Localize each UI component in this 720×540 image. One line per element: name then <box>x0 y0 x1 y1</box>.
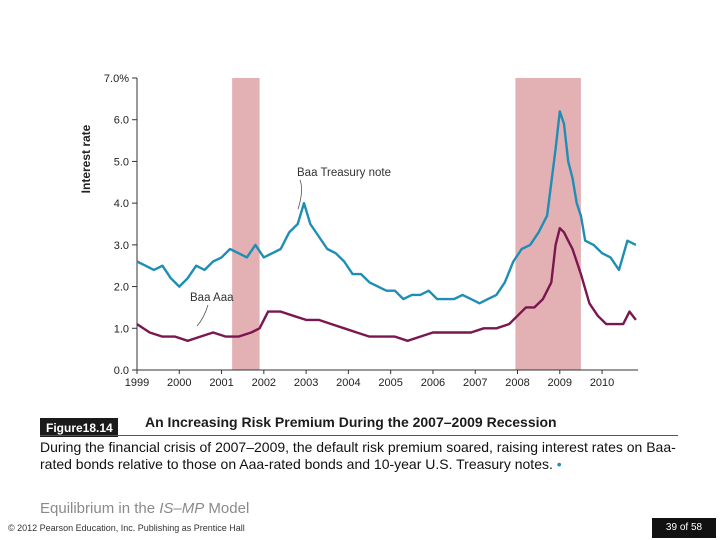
annotation-treasury: Baa Treasury note <box>297 167 391 179</box>
x-tick-label: 2002 <box>252 377 276 389</box>
x-tick-label: 2009 <box>548 377 572 389</box>
figure-divider <box>40 435 678 436</box>
x-tick-label: 2001 <box>209 377 233 389</box>
recession-bands <box>232 78 581 370</box>
figure-caption: During the financial crisis of 2007–2009… <box>40 439 690 473</box>
axes <box>132 77 638 374</box>
x-tick-label: 2004 <box>336 377 360 389</box>
recession-band-1 <box>232 78 260 370</box>
series-lines <box>136 110 637 342</box>
y-tick-label: 1.0 <box>114 323 129 335</box>
y-tick-label: 3.0 <box>114 240 129 252</box>
x-tick-label: 2008 <box>505 377 529 389</box>
annotation-treasury-pointer <box>297 179 302 210</box>
x-tick-label: 2005 <box>378 377 402 389</box>
tick-labels: 0.0 1.0 2.0 3.0 4.0 5.0 6.0 7.0% 1999 2000 2001 200… <box>79 73 614 389</box>
x-tick-label: 2003 <box>294 377 318 389</box>
annotation-aaa: Baa Aaa <box>190 292 234 304</box>
section-title: Equilibrium in the IS–MP Model <box>40 500 249 517</box>
treasury-spread-line <box>136 110 637 305</box>
recession-band-2 <box>515 78 581 370</box>
y-tick-label: 2.0 <box>114 282 129 294</box>
figure-badge: Figure18.14 <box>40 418 118 437</box>
copyright-text: © 2012 Pearson Education, Inc. Publishin… <box>8 523 245 533</box>
x-tick-label: 2006 <box>421 377 445 389</box>
y-tick-label: 0.0 <box>114 365 129 377</box>
section-suffix: Model <box>204 500 250 517</box>
x-tick-label: 2000 <box>167 377 191 389</box>
y-tick-label: 5.0 <box>114 156 129 168</box>
x-tick-label: 1999 <box>125 377 149 389</box>
risk-premium-chart: 0.0 1.0 2.0 3.0 4.0 5.0 6.0 7.0% 1999 2000 2001 200… <box>79 73 638 389</box>
y-tick-label: 6.0 <box>114 115 129 127</box>
aaa-spread-line <box>136 227 637 342</box>
section-italic: IS–MP <box>159 500 205 517</box>
page-number: 39 of 58 <box>652 518 716 538</box>
y-tick-label: 4.0 <box>114 198 129 210</box>
x-tick-label: 2010 <box>590 377 614 389</box>
caption-text: During the financial crisis of 2007–2009… <box>40 439 676 472</box>
figure-title: An Increasing Risk Premium During the 20… <box>145 414 557 430</box>
section-prefix: Equilibrium in the <box>40 500 160 517</box>
y-tick-label: 7.0% <box>104 73 129 85</box>
y-axis-label: Interest rate <box>79 124 93 193</box>
annotation-aaa-pointer <box>196 304 209 327</box>
x-tick-label: 2007 <box>463 377 487 389</box>
caption-bullet: • <box>556 456 562 472</box>
annotations: Baa Treasury note Baa Aaa <box>190 167 391 327</box>
